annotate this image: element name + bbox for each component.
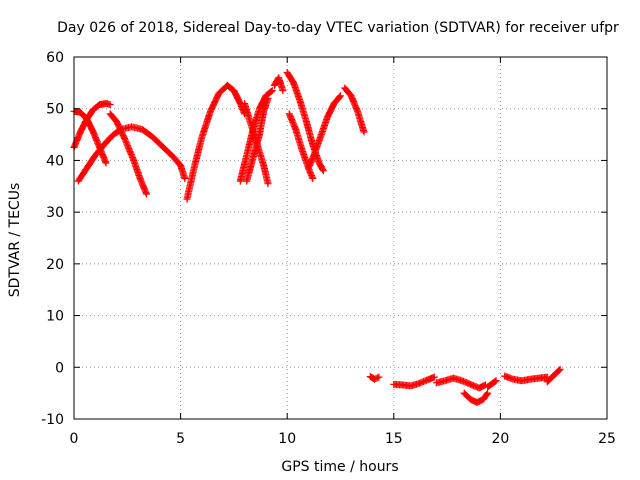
x-tick-label: 25 [598, 431, 616, 447]
series-arc-21 [543, 365, 564, 386]
series-markers [484, 377, 500, 391]
y-tick-label: 30 [46, 205, 64, 221]
y-tick-label: 10 [46, 309, 64, 325]
series-arc-17 [432, 374, 489, 392]
series-markers [117, 123, 189, 182]
series-arc-6 [183, 81, 249, 203]
y-tick-label: 50 [46, 102, 64, 118]
series-arc-7 [236, 87, 276, 185]
series-markers [341, 84, 368, 136]
series-arc-20 [501, 372, 551, 385]
series-markers [390, 373, 438, 390]
y-tick-label: 60 [46, 50, 64, 66]
series-markers [432, 374, 489, 392]
plot-frame [73, 56, 608, 420]
y-tick-label: -10 [41, 412, 64, 428]
series-markers [501, 372, 551, 385]
series-markers [106, 110, 150, 198]
series-markers [305, 92, 344, 172]
series-markers [270, 74, 287, 95]
series-arc-13 [305, 92, 344, 172]
series-markers [366, 373, 383, 383]
series-arc-15 [366, 373, 383, 383]
data-series [70, 69, 564, 406]
series-markers [236, 87, 276, 185]
axis-ticks: 0 5 10 15 20 25 -10 0 10 20 30 40 50 60 [41, 50, 616, 447]
series-markers [183, 81, 249, 203]
x-tick-label: 10 [278, 431, 296, 447]
series-arc-16 [390, 373, 438, 390]
y-axis-label: SDTVAR / TECUs [7, 183, 23, 298]
x-tick-label: 0 [70, 431, 79, 447]
series-markers [543, 365, 564, 386]
series-arc-18 [460, 389, 492, 406]
series-arc-19 [484, 377, 500, 391]
chart-title: Day 026 of 2018, Sidereal Day-to-day VTE… [57, 20, 619, 36]
series-arc-10 [270, 74, 287, 95]
y-tick-label: 40 [46, 153, 64, 169]
series-markers [460, 389, 492, 406]
y-tick-label: 20 [46, 257, 64, 273]
x-tick-label: 15 [385, 431, 403, 447]
grid-lines [74, 57, 607, 419]
series-arc-9 [241, 100, 272, 188]
series-arc-14 [341, 84, 368, 136]
series-markers [74, 125, 125, 185]
series-arc-5 [117, 123, 189, 182]
series-arc-11 [283, 69, 327, 175]
x-tick-label: 5 [176, 431, 185, 447]
series-arc-3 [74, 125, 125, 185]
series-arc-4 [106, 110, 150, 198]
x-tick-label: 20 [491, 431, 509, 447]
series-markers [241, 100, 272, 188]
x-axis-label: GPS time / hours [281, 459, 398, 475]
y-tick-label: 0 [55, 360, 64, 376]
